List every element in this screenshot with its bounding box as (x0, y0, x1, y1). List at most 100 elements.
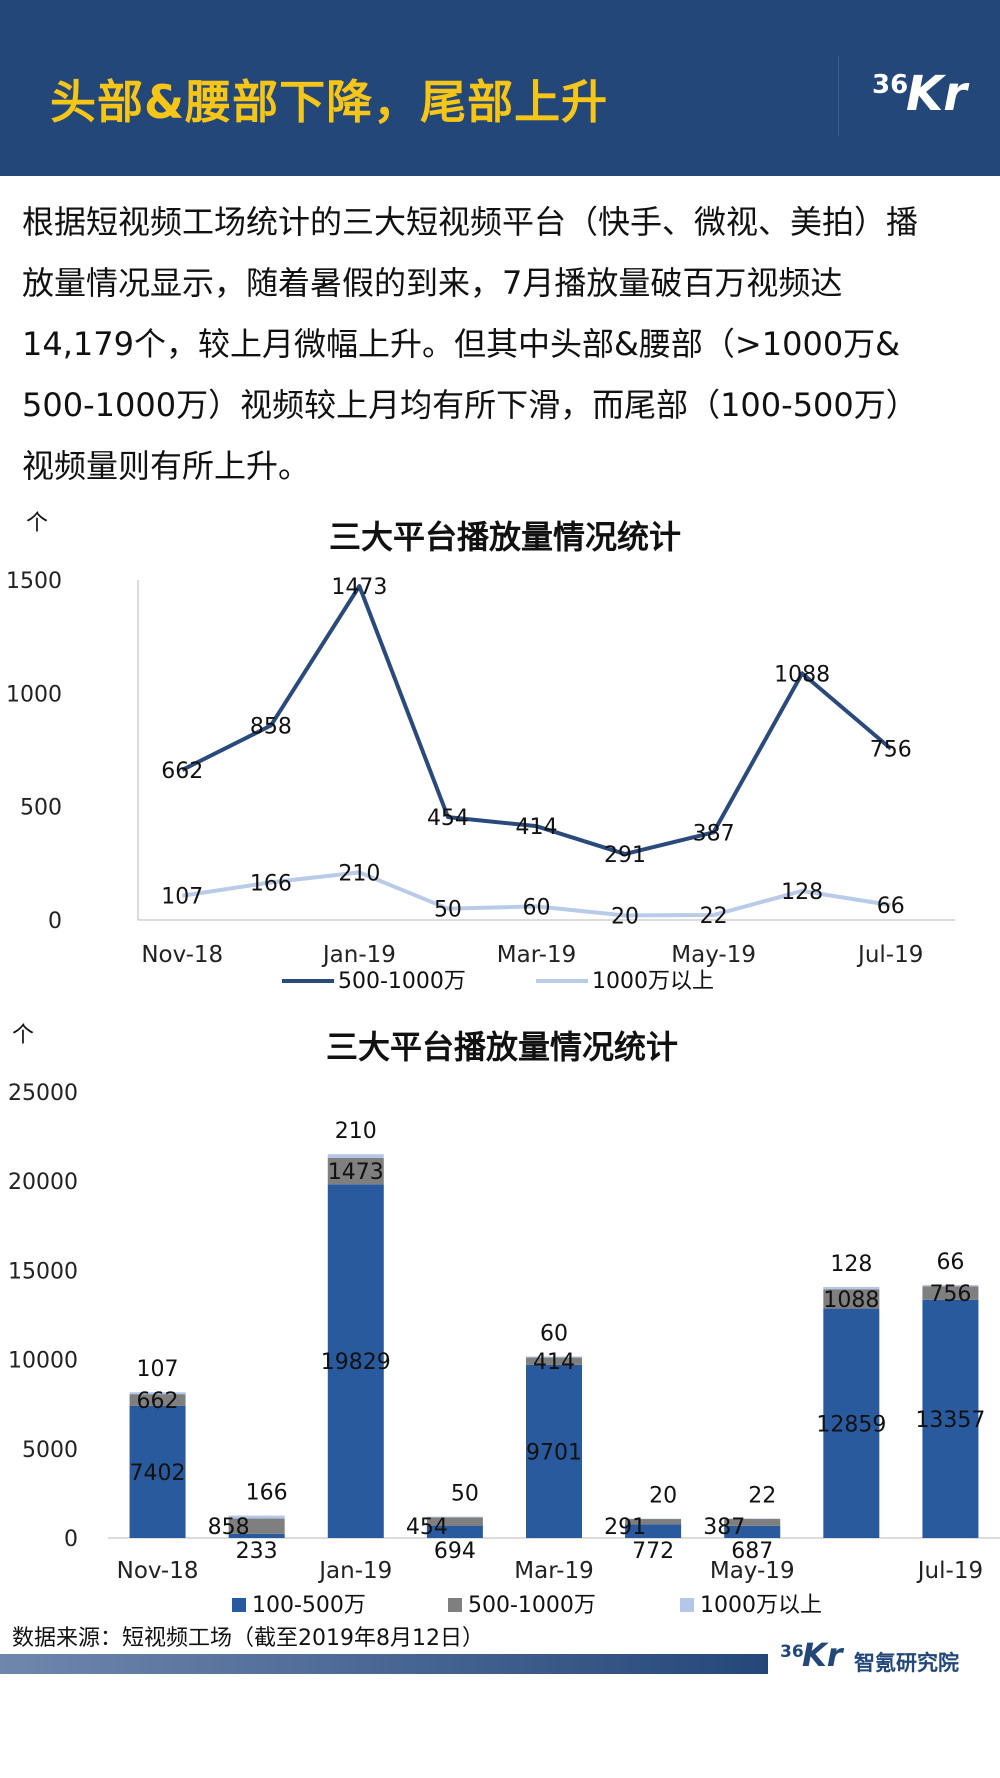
bar-segment-100-500 (625, 1524, 682, 1538)
line-chart: 个 三大平台播放量情况统计 0 500 1000 1500 Nov-18 Jan-19 Mar-… (0, 500, 1000, 1010)
page-title: 头部&腰部下降，尾部上升 (50, 75, 609, 129)
data-label: 20 (611, 904, 639, 929)
data-label: 60 (540, 1321, 568, 1346)
data-label: 414 (516, 815, 558, 840)
data-label: 66 (877, 894, 905, 919)
intro-line: 500-1000万）视频较上月均有所下滑，而尾部（100-500万） (22, 386, 918, 424)
y-tick-label: 1000 (6, 682, 62, 707)
legend-label: 500-1000万 (468, 1593, 596, 1618)
data-label: 858 (250, 715, 292, 740)
intro-paragraph: 根据短视频工场统计的三大短视频平台（快手、微视、美拍）播 放量情况显示，随着暑假… (22, 192, 982, 497)
data-label: 166 (246, 1481, 288, 1506)
y-unit-label: 个 (26, 511, 48, 536)
data-label: 166 (250, 871, 292, 896)
x-tick-label: Jan-19 (317, 1558, 392, 1584)
y-tick-label: 0 (48, 909, 62, 934)
line-chart-svg: 个 三大平台播放量情况统计 0 500 1000 1500 Nov-18 Jan-19 Mar-… (6, 511, 955, 994)
data-label: 128 (781, 880, 823, 905)
bar-segment-100-500 (228, 1533, 285, 1538)
data-label: 50 (434, 898, 462, 923)
bar-segment-1000-plus (426, 1516, 483, 1518)
data-label: 12859 (816, 1412, 886, 1437)
bar-segment-1000-plus (228, 1515, 285, 1519)
data-label: 66 (936, 1250, 964, 1275)
data-label: 687 (731, 1539, 773, 1564)
footer-bar (0, 1654, 768, 1674)
data-label: 772 (632, 1539, 674, 1564)
bar-segment-1000-plus (526, 1356, 582, 1358)
data-label: 20 (649, 1484, 677, 1509)
logo-number: 36 (872, 70, 909, 100)
data-label: 1088 (823, 1288, 879, 1313)
intro-line: 视频量则有所上升。 (22, 447, 311, 485)
data-label: 19829 (321, 1350, 391, 1375)
series-line-500-1000 (181, 584, 893, 857)
data-label: 7402 (130, 1461, 186, 1486)
data-label: 1088 (774, 662, 830, 687)
y-tick-label: 500 (20, 796, 62, 821)
data-label: 22 (748, 1483, 776, 1508)
bar-segment-100-500 (724, 1525, 781, 1538)
data-label: 1473 (331, 575, 387, 600)
bar-segment-100-500 (129, 1405, 186, 1538)
x-tick-label: Nov-18 (141, 942, 223, 968)
y-tick-label: 5000 (22, 1438, 78, 1463)
legend-swatch (232, 1598, 246, 1612)
legend-label: 100-500万 (252, 1593, 366, 1618)
y-tick-label: 20000 (8, 1170, 78, 1195)
chart-title: 三大平台播放量情况统计 (329, 518, 681, 556)
x-tick-label: Jul-19 (856, 942, 923, 968)
x-tick-label: Jul-19 (916, 1558, 983, 1584)
legend-label: 1000万以上 (592, 969, 714, 994)
bar-segment-500-1000 (228, 1518, 285, 1534)
bar-segment-500-1000 (526, 1357, 582, 1365)
y-tick-label: 1500 (6, 569, 62, 594)
y-unit-label: 个 (12, 1023, 34, 1048)
bar-segment-1000-plus (823, 1286, 880, 1290)
bar-chart-svg: 个 三大平台播放量情况统计 0 5000 10000 15000 20000 25000 Nov… (8, 1023, 1000, 1618)
data-label: 291 (604, 843, 646, 868)
data-label: 291 (604, 1515, 646, 1540)
footer-logo-text: 智氪研究院 (854, 1651, 959, 1675)
data-label: 107 (137, 1357, 179, 1382)
data-label: 387 (693, 821, 735, 846)
bar-segment-500-1000 (922, 1286, 979, 1300)
data-label: 1473 (328, 1160, 384, 1185)
data-label: 13357 (915, 1408, 985, 1433)
data-label: 414 (533, 1350, 575, 1375)
x-tick-label: Mar-19 (514, 1558, 594, 1584)
data-label: 233 (236, 1539, 278, 1564)
logo-letter: Kr (906, 66, 967, 122)
x-tick-label: May-19 (671, 942, 756, 968)
bar-segment-1000-plus (922, 1285, 979, 1287)
data-label: 756 (870, 738, 912, 763)
data-source-note: 数据来源：短视频工场（截至2019年8月12日） (12, 1626, 484, 1651)
header-banner: 头部&腰部下降，尾部上升 36 Kr (0, 0, 1000, 176)
data-label: 858 (208, 1515, 250, 1540)
y-tick-label: 25000 (8, 1081, 78, 1106)
intro-line: 根据短视频工场统计的三大短视频平台（快手、微视、美拍）播 (22, 203, 919, 241)
bar-segment-500-1000 (724, 1518, 781, 1526)
legend-label: 1000万以上 (700, 1593, 822, 1618)
chart-title: 三大平台播放量情况统计 (326, 1028, 678, 1066)
data-label: 387 (703, 1515, 745, 1540)
bar-segment-100-500 (823, 1308, 880, 1538)
bar-segment-500-1000 (327, 1157, 384, 1185)
data-label: 694 (434, 1539, 476, 1564)
bar-segment-100-500 (922, 1299, 979, 1538)
y-tick-label: 0 (64, 1527, 78, 1552)
bar-segment-100-500 (327, 1184, 384, 1538)
legend-swatch (680, 1598, 694, 1612)
data-label: 454 (406, 1515, 448, 1540)
data-label: 662 (161, 759, 203, 784)
data-label: 210 (338, 861, 380, 886)
footer-logo-letter: Kr (802, 1636, 843, 1674)
legend-label: 500-1000万 (338, 969, 466, 994)
bar-segment-1000-plus (327, 1154, 384, 1158)
bar-segment-500-1000 (426, 1517, 483, 1526)
header-divider (838, 56, 839, 136)
x-tick-label: Jan-19 (321, 942, 396, 968)
data-label: 9701 (526, 1440, 582, 1465)
data-label: 454 (427, 806, 469, 831)
bar-segment-500-1000 (129, 1394, 186, 1406)
